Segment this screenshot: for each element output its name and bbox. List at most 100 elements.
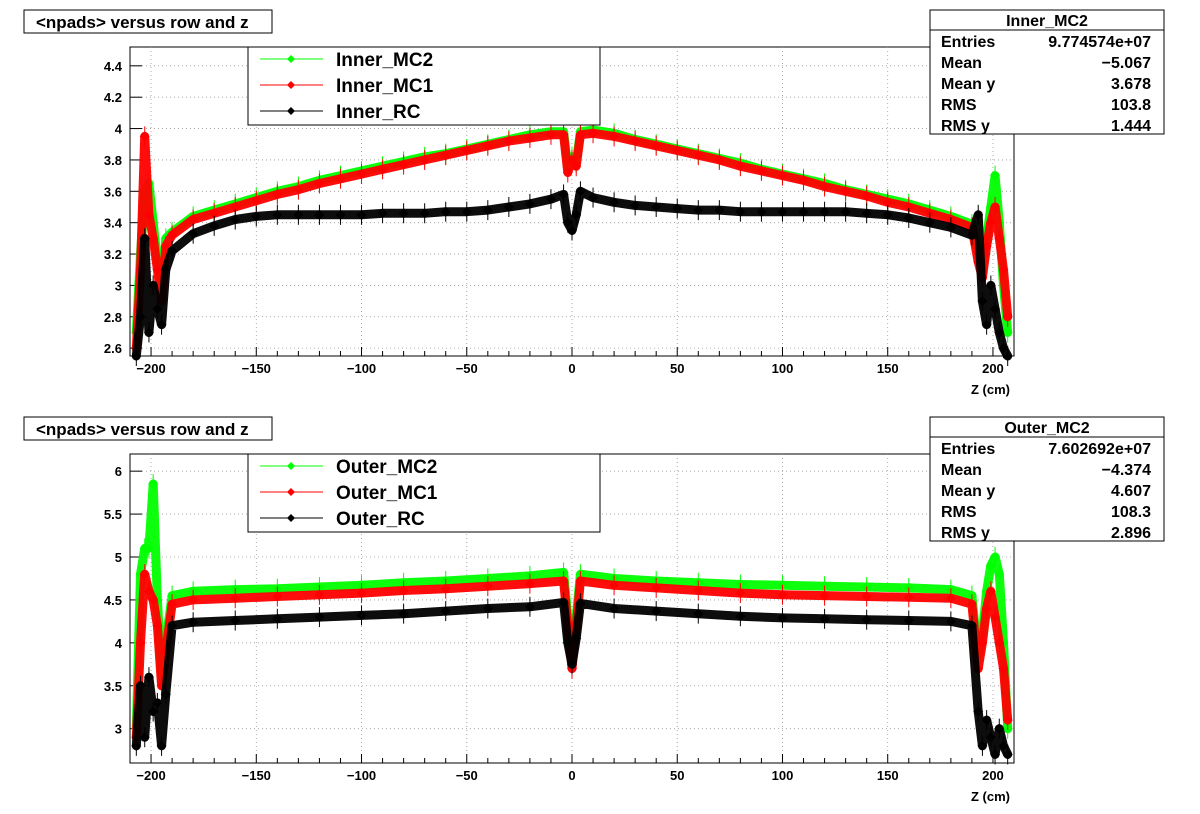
data-point — [143, 543, 154, 554]
x-tick-label: −150 — [242, 768, 271, 783]
data-point — [461, 206, 472, 217]
data-point — [562, 637, 573, 648]
y-tick-label: 5.5 — [104, 507, 122, 522]
data-point — [148, 706, 159, 717]
data-point — [156, 319, 167, 330]
stats-frame — [929, 416, 1165, 542]
data-point — [840, 186, 851, 197]
stats-label: Mean y — [941, 483, 995, 500]
data-point — [924, 217, 935, 228]
stats-value: −4.374 — [1102, 462, 1151, 479]
data-point — [148, 479, 159, 490]
data-point — [167, 230, 178, 241]
x-tick-label: 50 — [670, 768, 684, 783]
data-point — [714, 205, 725, 216]
x-axis-title: Z (cm) — [971, 382, 1010, 397]
data-point — [994, 637, 1005, 648]
stats-box: Inner_MC2 Entries 9.774574e+07 Mean −5.067 Me… — [929, 9, 1165, 135]
data-point — [562, 217, 573, 228]
data-point — [882, 209, 893, 220]
data-point — [735, 206, 746, 217]
stats-label: RMS — [941, 504, 977, 521]
y-tick-label: 3 — [115, 722, 122, 737]
data-point — [335, 173, 346, 184]
x-tick-label: −200 — [136, 361, 165, 376]
data-point — [567, 659, 577, 670]
legend-label: Outer_RC — [336, 509, 425, 530]
legend-label: Outer_MC1 — [336, 483, 438, 504]
data-point — [777, 206, 788, 217]
data-point — [440, 206, 451, 217]
x-tick-label: −50 — [456, 768, 478, 783]
data-point — [882, 197, 893, 208]
data-point — [777, 612, 788, 623]
data-point — [977, 740, 988, 751]
legend-label: Inner_RC — [336, 102, 421, 123]
data-point — [575, 186, 586, 197]
data-point — [990, 612, 1001, 623]
y-tick-label: 5 — [115, 550, 122, 565]
legend-marker — [287, 81, 295, 89]
data-point — [272, 613, 283, 624]
data-point — [143, 209, 154, 220]
legend-label: Inner_MC1 — [336, 76, 434, 97]
data-point — [188, 228, 199, 239]
data-point — [188, 594, 199, 605]
x-tick-label: −100 — [347, 361, 376, 376]
data-point — [356, 209, 367, 220]
x-tick-label: 0 — [568, 768, 575, 783]
x-tick-label: −150 — [242, 361, 271, 376]
series-Outer_RC — [131, 592, 1013, 765]
legend-marker — [287, 462, 295, 470]
stats-value: 103.8 — [1111, 97, 1151, 114]
data-point — [230, 593, 241, 604]
data-point — [819, 590, 830, 601]
stats-label: Mean — [941, 55, 982, 72]
data-point — [156, 740, 167, 751]
data-point — [356, 610, 367, 621]
y-tick-label: 4.5 — [104, 593, 122, 608]
legend: Outer_MC2 Outer_MC1 Outer_RC — [247, 453, 601, 533]
data-point — [148, 233, 159, 244]
data-point — [1002, 351, 1013, 361]
data-point — [482, 140, 493, 151]
data-point — [377, 164, 388, 175]
legend-frame — [247, 453, 601, 533]
title-frame — [23, 416, 273, 441]
data-point — [819, 613, 830, 624]
y-tick-label: 2.6 — [104, 341, 122, 356]
data-point — [651, 201, 662, 212]
data-point — [440, 606, 451, 617]
data-point — [135, 637, 146, 648]
stats-frame — [929, 9, 1165, 135]
data-point — [861, 208, 872, 219]
x-tick-label: 150 — [877, 768, 899, 783]
data-point — [981, 319, 992, 330]
y-tick-label: 2.8 — [104, 310, 122, 325]
data-point — [981, 715, 992, 726]
data-point — [482, 205, 493, 216]
data-point — [981, 603, 992, 614]
data-point — [148, 280, 159, 291]
legend-label: Outer_MC2 — [336, 457, 437, 478]
data-point — [575, 576, 586, 587]
data-point — [990, 303, 1001, 314]
data-point — [209, 208, 220, 219]
data-point — [798, 206, 809, 217]
data-point — [209, 220, 220, 231]
data-point — [571, 209, 582, 220]
data-point — [588, 128, 599, 139]
data-point — [293, 184, 304, 195]
data-point — [945, 222, 956, 233]
data-point — [188, 617, 199, 628]
data-point — [251, 211, 262, 222]
data-point — [693, 608, 704, 619]
data-point — [482, 603, 493, 614]
data-point — [714, 154, 725, 165]
data-point — [756, 206, 767, 217]
legend-frame — [247, 46, 601, 126]
data-point — [977, 296, 988, 307]
data-point — [998, 343, 1009, 354]
inner-chart-panel: −200 −150 −100 −50 0 50 100 150 200 2.6 2.8 3 3.2 3.4… — [23, 9, 1165, 397]
data-point — [152, 303, 163, 314]
